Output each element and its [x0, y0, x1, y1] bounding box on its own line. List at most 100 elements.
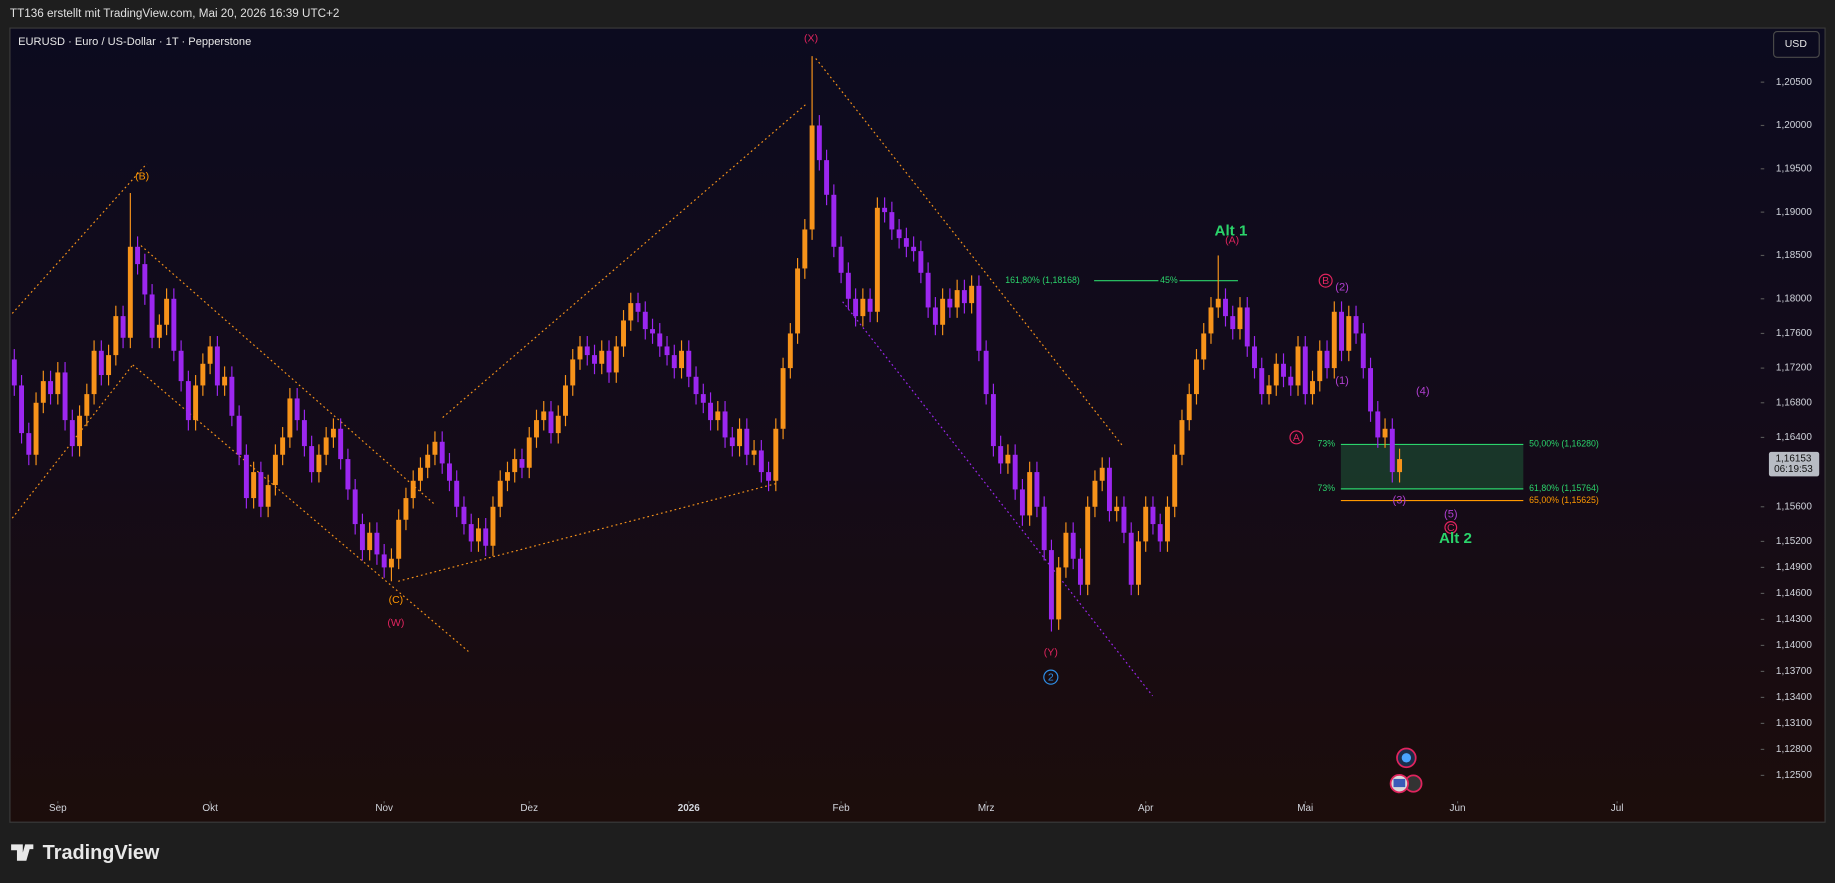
- candle-body: [664, 346, 670, 356]
- wave-labels: (X) (B) (C) (W) (Y) 2 Alt 1 (A) B (2) (1…: [135, 32, 1599, 685]
- x-tick-label: Apr: [1138, 803, 1154, 814]
- candle-body: [330, 428, 336, 438]
- candle-body: [1048, 550, 1054, 620]
- candle-body: [795, 268, 801, 334]
- candle-body: [120, 316, 126, 338]
- y-tick-label: 1,13700: [1776, 666, 1812, 677]
- candle-body: [200, 363, 206, 386]
- event-icons[interactable]: [1389, 747, 1423, 794]
- wave-label: B: [1322, 275, 1329, 287]
- currency-button[interactable]: [1773, 30, 1820, 58]
- candle-body: [555, 415, 561, 434]
- candle-body: [1085, 506, 1091, 585]
- fib-label: 161,80% (1,18168): [1005, 275, 1080, 285]
- candle-body: [483, 528, 489, 546]
- candle-body: [824, 160, 830, 195]
- candle-body: [744, 428, 750, 455]
- candle-body: [990, 394, 996, 447]
- candle-body: [1027, 472, 1033, 516]
- candle-body: [1165, 506, 1170, 542]
- candle-body: [519, 459, 525, 468]
- candle-body: [686, 350, 692, 377]
- candle-body: [345, 459, 351, 490]
- header-title: TT136 erstellt mit TradingView.com, Mai …: [10, 7, 339, 20]
- candle-body: [1339, 311, 1344, 351]
- candle-body: [77, 415, 83, 447]
- candle-body: [316, 454, 322, 473]
- candle-body: [809, 125, 815, 230]
- candle-body: [62, 372, 68, 421]
- wave-label: (B): [135, 170, 149, 182]
- candle-body: [1077, 558, 1083, 585]
- candle-body: [294, 398, 300, 421]
- candle-body: [1114, 506, 1120, 512]
- y-tick-label: 1,13400: [1776, 692, 1812, 703]
- candle-body: [396, 519, 402, 559]
- candle-body: [1346, 316, 1352, 351]
- candle-body: [265, 485, 271, 507]
- fib-label: 61,80% (1,15764): [1529, 483, 1599, 493]
- x-tick-label: Jul: [1611, 803, 1624, 814]
- candle-body: [505, 472, 510, 481]
- candle-body: [766, 472, 772, 481]
- candle-body: [599, 350, 605, 364]
- candle-body: [860, 298, 866, 317]
- candle-body: [903, 238, 909, 247]
- y-tick-label: 1,18500: [1776, 250, 1812, 261]
- candle-body: [425, 454, 431, 468]
- candle-body: [961, 290, 967, 304]
- wave-label: A: [1293, 432, 1300, 444]
- candle-body: [98, 350, 104, 376]
- candle-body: [548, 411, 554, 434]
- y-tick-label: 1,13100: [1776, 718, 1812, 729]
- candle-body: [1310, 381, 1315, 395]
- x-tick-label: Nov: [375, 803, 393, 814]
- candle-body: [1360, 333, 1366, 369]
- candle-body: [1201, 333, 1207, 360]
- y-tick-label: 1,12500: [1776, 770, 1812, 781]
- x-tick-label: Okt: [202, 803, 218, 814]
- candle-body: [1244, 307, 1250, 347]
- candle-body: [1281, 363, 1286, 377]
- candle-body: [693, 376, 699, 395]
- candle-body: [882, 207, 888, 213]
- candle-body: [1092, 480, 1098, 507]
- y-tick-label: 1,14600: [1776, 588, 1812, 599]
- candle-body: [26, 433, 32, 455]
- candle-body: [381, 554, 387, 568]
- x-tick-label: Mrz: [978, 803, 995, 814]
- candle-body: [475, 528, 481, 542]
- wave-label: (1): [1335, 375, 1349, 387]
- candle-body: [534, 420, 539, 438]
- candle-body: [874, 207, 880, 312]
- candle-body: [1324, 350, 1330, 369]
- candle-body: [606, 350, 612, 373]
- candle-body: [715, 411, 721, 421]
- candle-body: [1070, 532, 1076, 559]
- candle-body: [635, 303, 641, 312]
- candle-body: [918, 251, 924, 273]
- candle-body: [1121, 506, 1127, 533]
- y-tick-label: 1,16800: [1776, 397, 1812, 408]
- candle-body: [816, 125, 822, 161]
- candle-body: [737, 428, 743, 447]
- candle-body: [1056, 567, 1062, 620]
- candle-body: [55, 372, 61, 395]
- candle-body: [1317, 350, 1323, 382]
- candle-body: [127, 246, 133, 338]
- candle-body: [91, 350, 97, 395]
- candle-body: [729, 437, 735, 447]
- candle-body: [932, 307, 938, 325]
- candle-body: [1041, 506, 1047, 551]
- candle-body: [1266, 385, 1272, 395]
- candle-body: [287, 398, 293, 438]
- y-tick-label: 1,14300: [1776, 614, 1812, 625]
- candle-body: [432, 441, 438, 455]
- fib-label: 50,00% (1,16280): [1529, 439, 1599, 449]
- y-tick-label: 1,18000: [1776, 293, 1812, 304]
- candle-body: [671, 355, 677, 369]
- candle-body: [584, 346, 590, 356]
- candle-body: [446, 463, 452, 481]
- candle-body: [359, 524, 365, 551]
